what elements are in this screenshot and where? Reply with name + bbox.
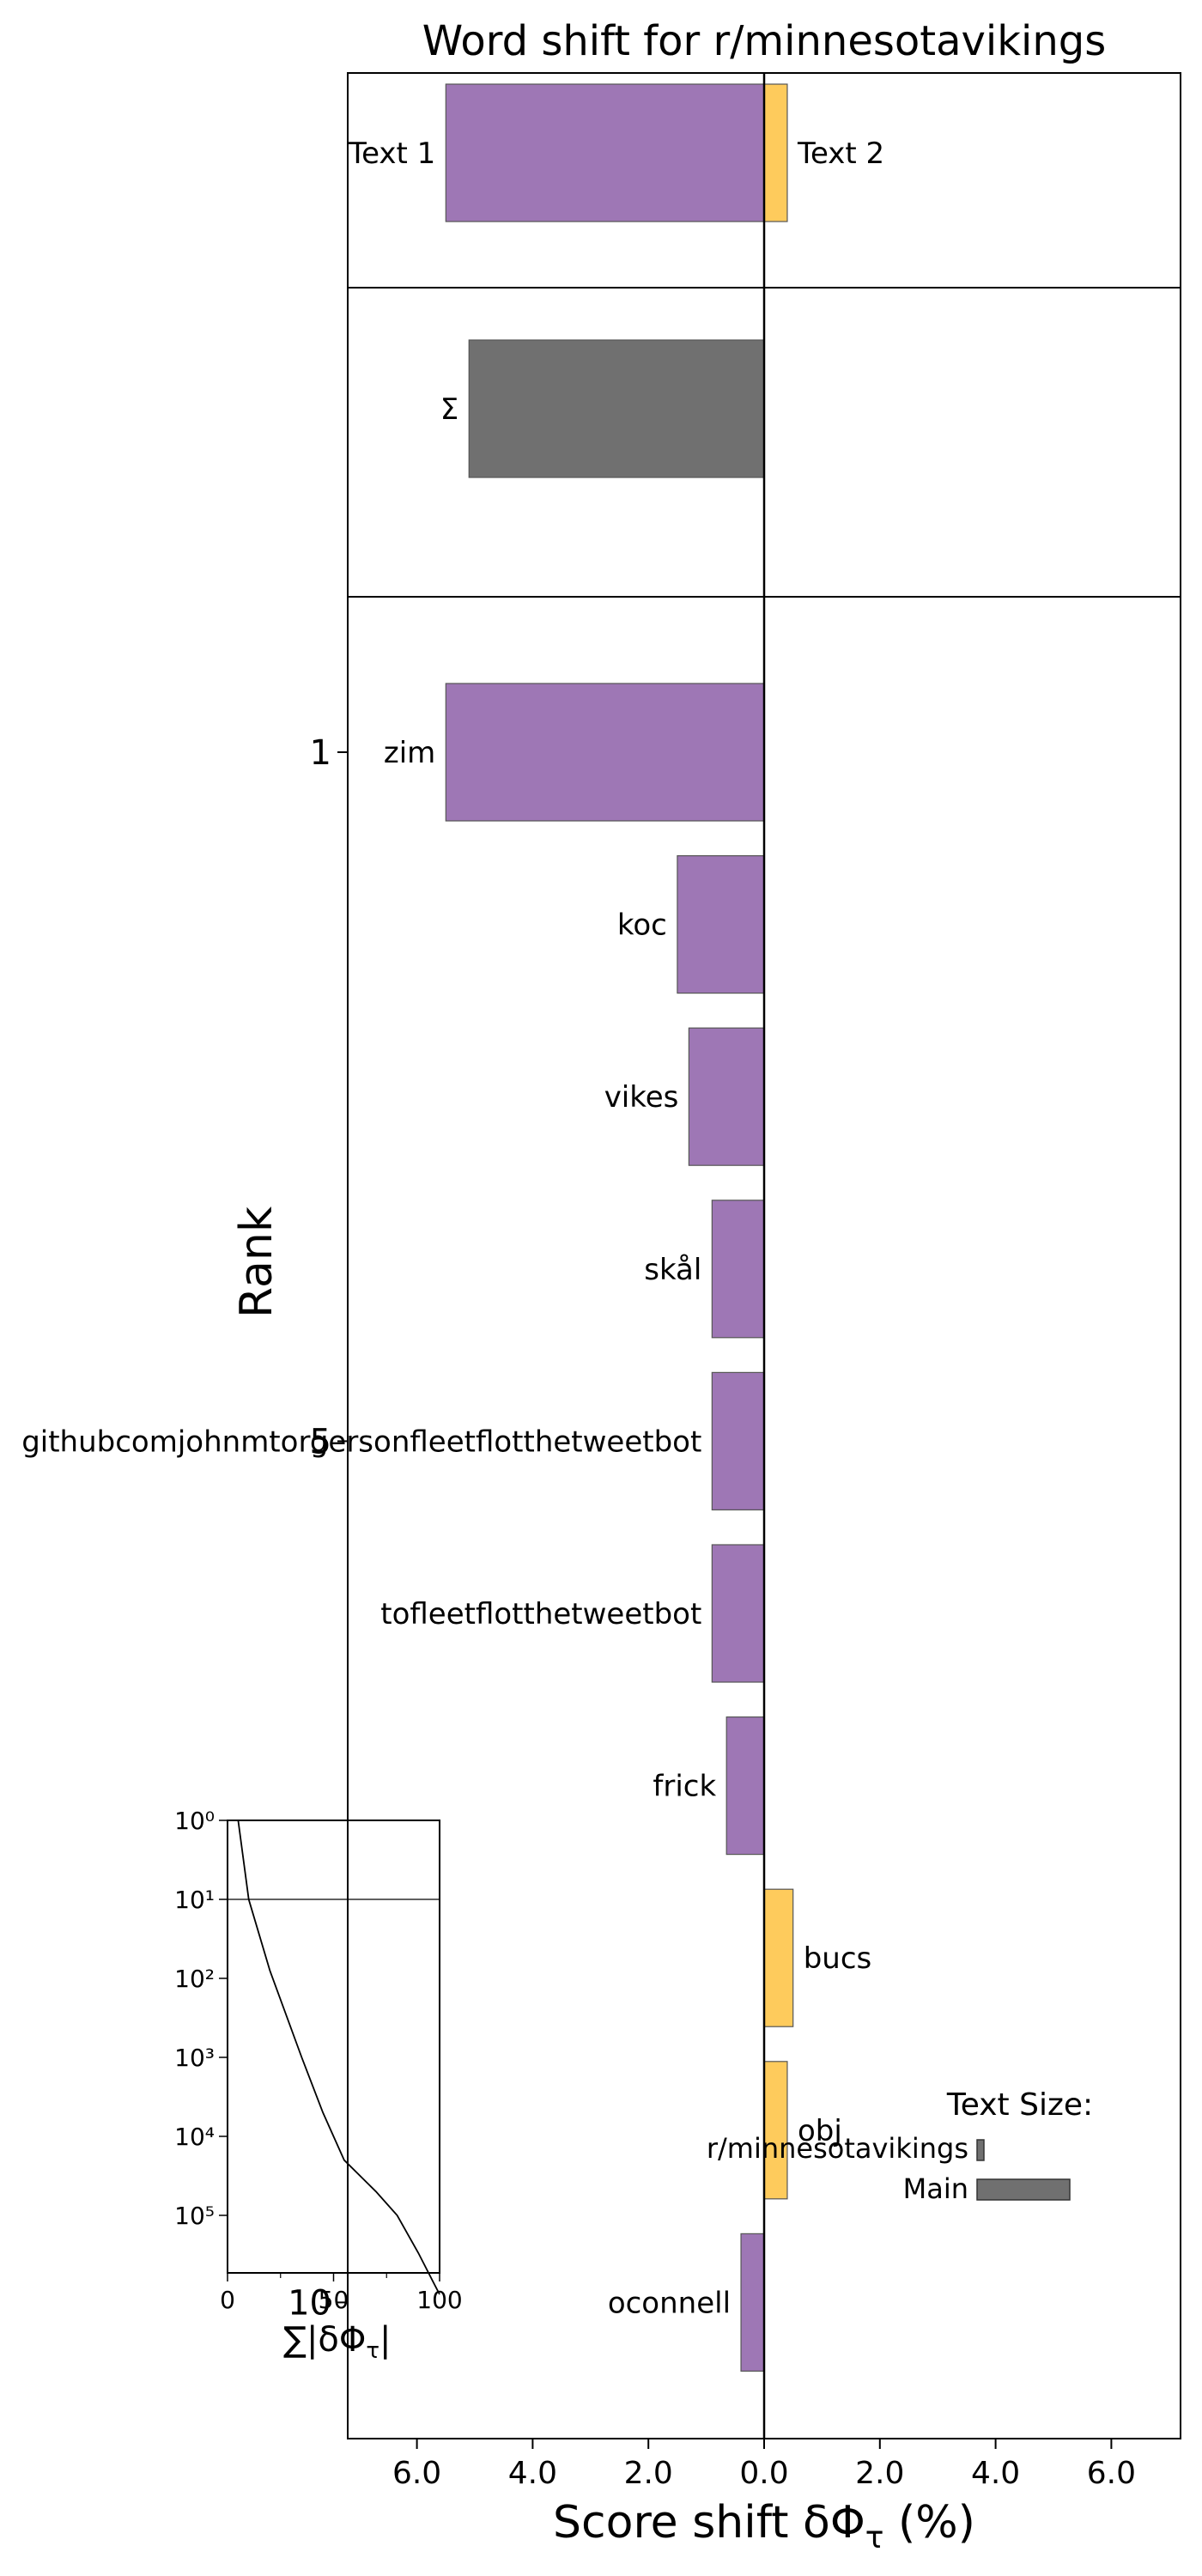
chart-title: Word shift for r/minnesotavikings: [422, 17, 1107, 65]
word-bar-8: [763, 1888, 794, 2027]
word-bar-5: [711, 1371, 765, 1511]
totals-bar-2: [763, 83, 788, 222]
word-label-8: bucs: [804, 1941, 872, 1976]
text-size-legend: Text Size: r/minnesotavikings Main: [707, 2087, 1093, 2205]
totals-label-1: Text 1: [348, 137, 435, 171]
bars-layer: [445, 83, 794, 2372]
inset-y-tick-label: 10³: [174, 2044, 215, 2072]
inset-x-tick-label: 100: [416, 2286, 462, 2314]
inset-y-tick-label: 10⁴: [174, 2123, 215, 2151]
x-tick-label: 6.0: [1087, 2456, 1136, 2491]
x-tick-label: 4.0: [971, 2456, 1020, 2491]
word-bar-10: [740, 2233, 765, 2372]
x-tick-label: 2.0: [624, 2456, 673, 2491]
legend-bar-main: [976, 2178, 1071, 2201]
y-tick-label: 1: [310, 733, 331, 773]
cumulative-inset: 0 50 100 10⁰ 10¹ 10² 10³ 10⁴ 10⁵ ∑|δΦτ|: [174, 1807, 463, 2364]
inset-y-tick-label: 10¹: [174, 1886, 215, 1914]
x-axis-label: Score shift δΦτ (%): [553, 2497, 975, 2555]
word-bar-3: [688, 1027, 765, 1166]
x-tick-label: 4.0: [508, 2456, 557, 2491]
inset-y-tick-label: 10⁰: [174, 1807, 215, 1835]
totals-bar-1: [445, 83, 765, 222]
inset-x-ticks: 0 50 100: [220, 2273, 463, 2314]
word-label-3: vikes: [604, 1080, 679, 1115]
word-bar-4: [711, 1200, 765, 1339]
word-label-10: oconnell: [608, 2286, 731, 2320]
word-bar-2: [677, 854, 765, 994]
legend-bar-subreddit: [976, 2139, 985, 2161]
x-tick-label: 6.0: [392, 2456, 441, 2491]
inset-y-tick-label: 10⁵: [174, 2202, 215, 2230]
word-bar-1: [445, 683, 765, 822]
x-tick-label: 2.0: [855, 2456, 904, 2491]
legend-title: Text Size:: [946, 2087, 1093, 2123]
inset-y-tick-label: 10²: [174, 1965, 215, 1993]
word-label-2: koc: [617, 908, 667, 943]
totals-label-2: Text 2: [797, 137, 884, 171]
y-tick-label: 10: [288, 2283, 331, 2323]
legend-label-main: Main: [903, 2172, 968, 2205]
legend-label-subreddit: r/minnesotavikings: [707, 2132, 968, 2165]
word-bar-6: [711, 1544, 765, 1683]
inset-x-label: ∑|δΦτ|: [283, 2320, 392, 2364]
inset-x-tick-label: 0: [220, 2286, 235, 2314]
word-label-4: skål: [644, 1253, 701, 1287]
word-label-9: obj: [798, 2114, 842, 2148]
sum-bar: [468, 339, 765, 478]
inset-cumulative-curve: [237, 1820, 440, 2295]
word-label-1: zim: [384, 736, 435, 770]
y-tick-label: 5: [310, 1422, 331, 1461]
inset-y-ticks: 10⁰ 10¹ 10² 10³ 10⁴ 10⁵: [174, 1807, 228, 2230]
x-ticks-layer: 6.0 4.0 2.0 0.0 2.0 4.0 6.0: [392, 2439, 1136, 2491]
word-label-5: githubcomjohnmtorgersonfleetflotthetweet…: [21, 1425, 701, 1459]
word-bar-7: [725, 1716, 765, 1856]
word-label-7: frick: [653, 1770, 716, 1804]
word-label-6: tofleetflotthetweetbot: [380, 1597, 701, 1631]
sum-label: Σ: [440, 392, 458, 427]
word-bar-9: [763, 2061, 788, 2200]
inset-frame: [227, 1820, 440, 2274]
x-tick-label: 0.0: [739, 2456, 788, 2491]
y-axis-label: Rank: [231, 1206, 282, 1318]
inset-x-tick-label: 50: [319, 2286, 349, 2314]
